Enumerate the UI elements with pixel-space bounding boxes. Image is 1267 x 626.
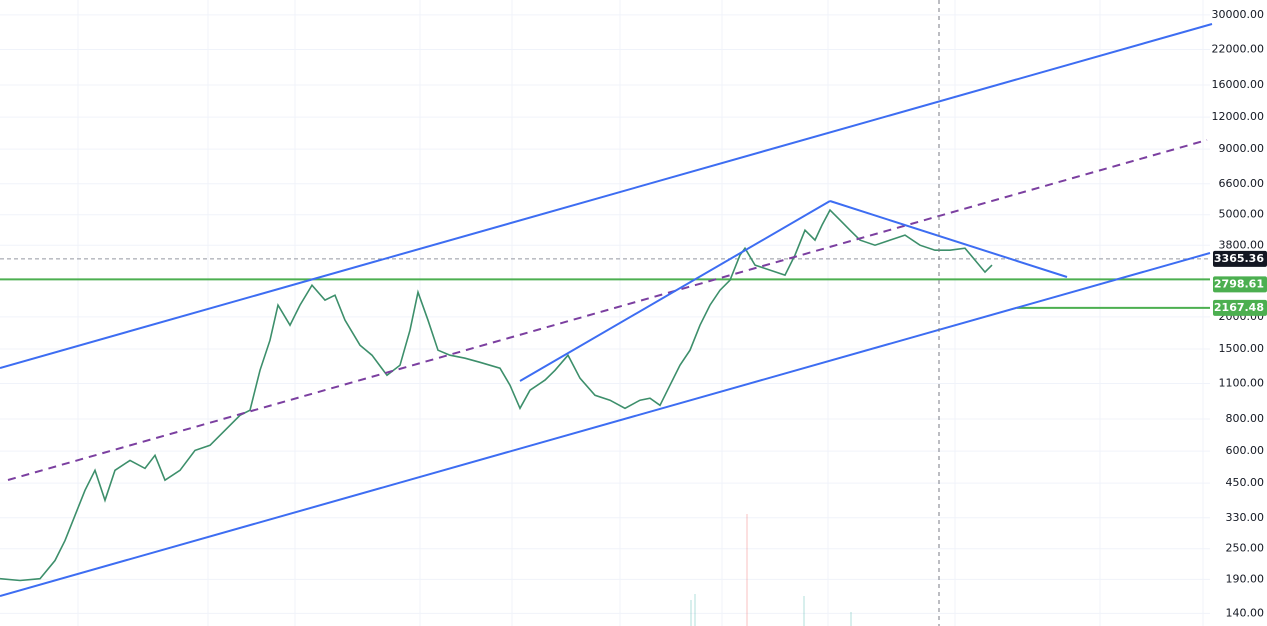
channel-lower bbox=[0, 252, 1211, 597]
horizontal-grid bbox=[0, 14, 1210, 614]
levels bbox=[0, 258, 1210, 309]
price-series bbox=[0, 208, 993, 582]
vertical-grid bbox=[77, 0, 1204, 626]
y-tick-label: 12000.00 bbox=[1212, 110, 1265, 123]
y-tick-label: 450.00 bbox=[1226, 476, 1265, 489]
y-tick-label: 140.00 bbox=[1226, 606, 1265, 619]
price-label: 3365.36 bbox=[1214, 252, 1264, 265]
price-label-box bbox=[1213, 250, 1267, 267]
y-tick-label: 9000.00 bbox=[1219, 142, 1265, 155]
y-tick-label: 5000.00 bbox=[1219, 208, 1265, 221]
volume bbox=[690, 514, 852, 626]
price-line bbox=[0, 208, 993, 582]
y-tick-label: 6600.00 bbox=[1219, 177, 1265, 190]
wedge-lower bbox=[829, 200, 1068, 278]
y-tick-label: 1500.00 bbox=[1219, 342, 1265, 355]
y-tick-label: 190.00 bbox=[1226, 572, 1265, 585]
price-axis: 30000.00 22000.00 16000.00 12000.00 9000.00 6… bbox=[1212, 8, 1267, 619]
y-tick-label: 22000.00 bbox=[1212, 43, 1265, 56]
price-label-box bbox=[1213, 299, 1267, 316]
y-tick-label: 1100.00 bbox=[1219, 377, 1265, 390]
wedge-upper bbox=[519, 200, 831, 382]
price-label: 2167.48 bbox=[1214, 301, 1264, 314]
y-tick-label: 30000.00 bbox=[1212, 8, 1265, 21]
channel-mid bbox=[7, 139, 1208, 481]
y-tick-label: 16000.00 bbox=[1212, 78, 1265, 91]
y-tick-label: 250.00 bbox=[1226, 542, 1265, 555]
channel-upper bbox=[0, 23, 1213, 369]
y-tick-label: 3800.00 bbox=[1219, 238, 1265, 251]
price-label: 2798.61 bbox=[1214, 277, 1264, 290]
y-tick-label: 330.00 bbox=[1226, 511, 1265, 524]
y-tick-label: 800.00 bbox=[1226, 412, 1265, 425]
drawings bbox=[0, 0, 1213, 626]
price-label-box bbox=[1213, 276, 1267, 293]
y-tick-label: 600.00 bbox=[1226, 444, 1265, 457]
